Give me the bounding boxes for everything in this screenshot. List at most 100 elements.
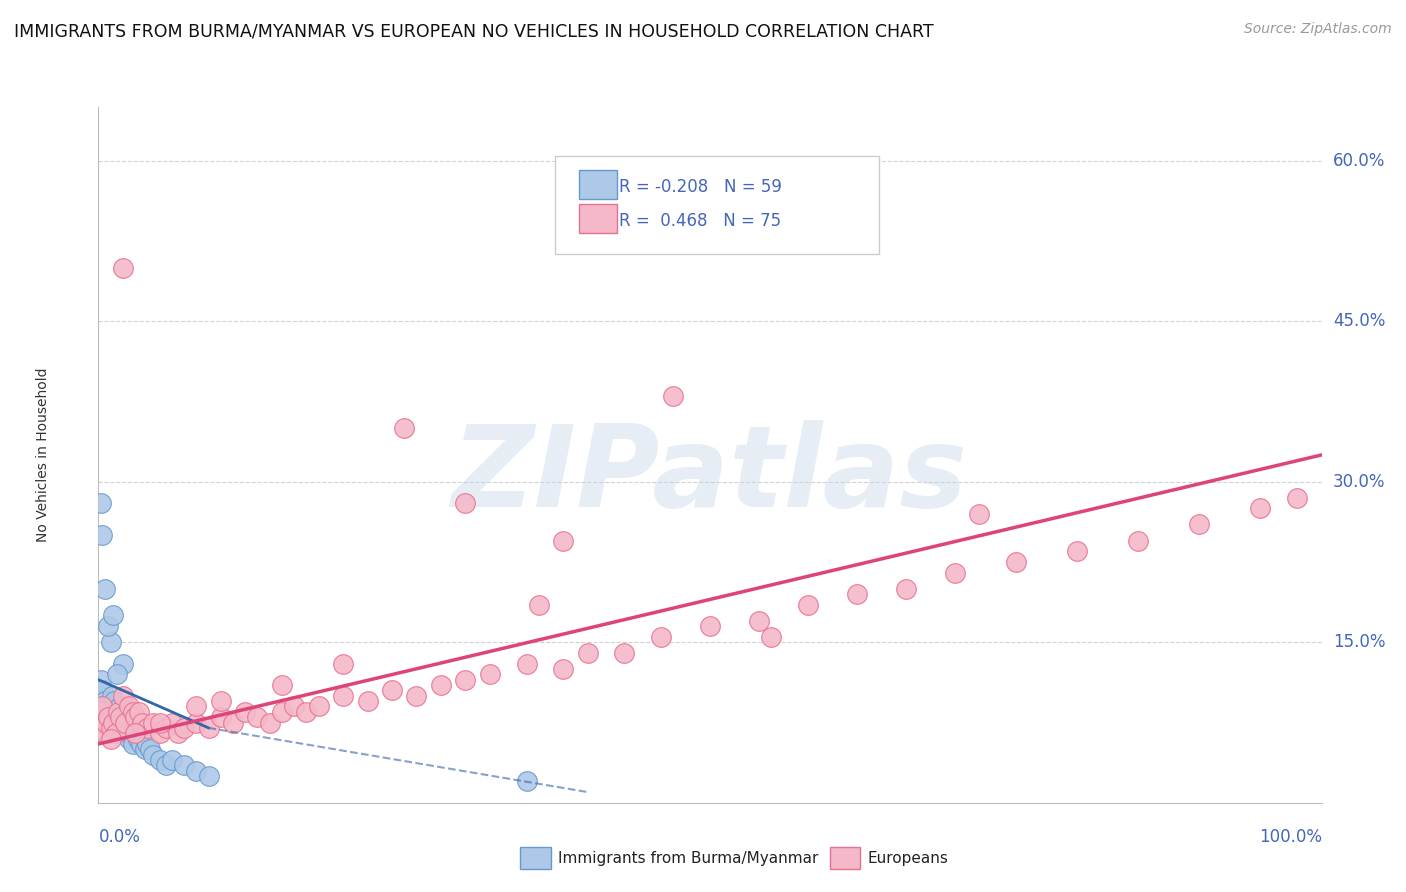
Point — [186, 699, 208, 714]
Point — [259, 715, 281, 730]
Point — [1004, 555, 1026, 569]
Point — [1128, 533, 1150, 548]
Point — [118, 699, 141, 714]
Point — [111, 657, 134, 671]
Point — [699, 619, 721, 633]
Point — [1286, 491, 1309, 505]
Point — [120, 726, 142, 740]
Point — [186, 715, 208, 730]
Point — [845, 587, 868, 601]
Point — [139, 742, 162, 756]
Point — [209, 694, 232, 708]
Point — [283, 699, 305, 714]
Point — [515, 657, 537, 671]
Point — [121, 705, 143, 719]
Text: No Vehicles in Household: No Vehicles in Household — [37, 368, 51, 542]
Point — [1066, 544, 1088, 558]
Point — [748, 614, 770, 628]
Point — [108, 721, 131, 735]
Point — [91, 699, 114, 714]
Text: R =  0.468   N = 75: R = 0.468 N = 75 — [619, 212, 780, 230]
Point — [142, 715, 165, 730]
Point — [91, 715, 114, 730]
Point — [89, 705, 111, 719]
Point — [155, 758, 177, 772]
Point — [101, 608, 124, 623]
Text: Europeans: Europeans — [868, 851, 949, 865]
Point — [97, 726, 120, 740]
Point — [124, 726, 146, 740]
Point — [392, 421, 416, 435]
Text: 100.0%: 100.0% — [1258, 828, 1322, 846]
Point — [160, 753, 183, 767]
Point — [173, 721, 195, 735]
Point — [127, 731, 149, 746]
Point — [478, 667, 501, 681]
Point — [107, 705, 129, 719]
Point — [100, 731, 122, 746]
Point — [101, 715, 124, 730]
Point — [104, 715, 127, 730]
Point — [1249, 501, 1271, 516]
Point — [104, 726, 127, 740]
Point — [797, 598, 820, 612]
Point — [112, 721, 135, 735]
Point — [107, 705, 129, 719]
Text: ZIPatlas: ZIPatlas — [451, 420, 969, 532]
Point — [91, 699, 114, 714]
Point — [101, 705, 124, 719]
Point — [332, 689, 354, 703]
Point — [222, 715, 245, 730]
Point — [943, 566, 966, 580]
Point — [91, 683, 114, 698]
Point — [100, 721, 122, 735]
Point — [94, 726, 117, 740]
Text: 60.0%: 60.0% — [1333, 152, 1385, 169]
Point — [233, 705, 256, 719]
Point — [110, 699, 132, 714]
Point — [1188, 517, 1211, 532]
Point — [90, 496, 112, 510]
Point — [576, 646, 599, 660]
Point — [94, 705, 117, 719]
Point — [97, 710, 120, 724]
Point — [136, 737, 159, 751]
Point — [246, 710, 269, 724]
Point — [209, 710, 232, 724]
Point — [131, 715, 153, 730]
Point — [91, 528, 114, 542]
Point — [97, 710, 120, 724]
Point — [527, 598, 550, 612]
Point — [308, 699, 330, 714]
Text: Source: ZipAtlas.com: Source: ZipAtlas.com — [1244, 22, 1392, 37]
Point — [111, 689, 134, 703]
Point — [101, 689, 124, 703]
Point — [128, 705, 150, 719]
Point — [103, 694, 125, 708]
Point — [173, 758, 195, 772]
Point — [89, 705, 111, 719]
Point — [98, 699, 121, 714]
Point — [91, 710, 114, 724]
Point — [110, 710, 132, 724]
Point — [149, 726, 172, 740]
Point — [405, 689, 427, 703]
Point — [894, 582, 917, 596]
Point — [430, 678, 453, 692]
Point — [96, 721, 118, 735]
Point — [761, 630, 783, 644]
Point — [967, 507, 990, 521]
Point — [93, 582, 115, 596]
Point — [100, 705, 122, 719]
Point — [186, 764, 208, 778]
Point — [117, 721, 139, 735]
Point — [553, 662, 575, 676]
Point — [270, 705, 294, 719]
Point — [650, 630, 672, 644]
Point — [93, 694, 115, 708]
Point — [90, 694, 112, 708]
Point — [111, 260, 134, 275]
Text: 15.0%: 15.0% — [1333, 633, 1385, 651]
Point — [295, 705, 318, 719]
Point — [662, 389, 685, 403]
